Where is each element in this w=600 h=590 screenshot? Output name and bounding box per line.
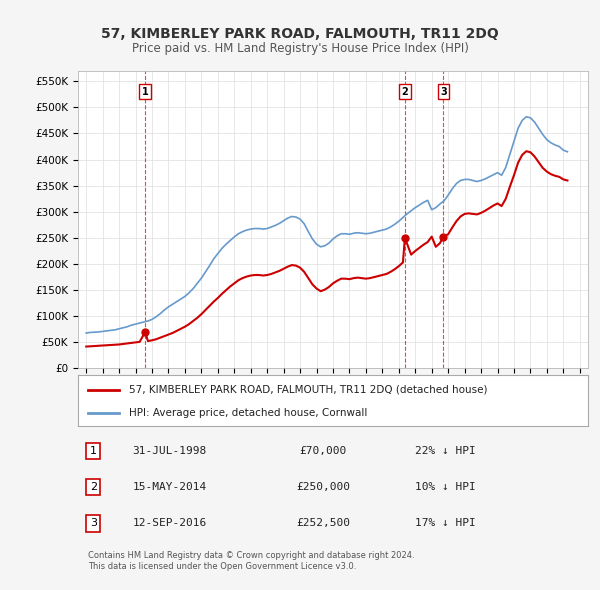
Text: 3: 3 — [90, 518, 97, 528]
Text: Price paid vs. HM Land Registry's House Price Index (HPI): Price paid vs. HM Land Registry's House … — [131, 42, 469, 55]
Text: 10% ↓ HPI: 10% ↓ HPI — [415, 482, 476, 492]
Text: 15-MAY-2014: 15-MAY-2014 — [133, 482, 207, 492]
Text: 17% ↓ HPI: 17% ↓ HPI — [415, 518, 476, 528]
Text: 31-JUL-1998: 31-JUL-1998 — [133, 446, 207, 456]
Text: 22% ↓ HPI: 22% ↓ HPI — [415, 446, 476, 456]
Text: £252,500: £252,500 — [296, 518, 350, 528]
Text: HPI: Average price, detached house, Cornwall: HPI: Average price, detached house, Corn… — [129, 408, 367, 418]
Text: £70,000: £70,000 — [299, 446, 346, 456]
Text: 57, KIMBERLEY PARK ROAD, FALMOUTH, TR11 2DQ: 57, KIMBERLEY PARK ROAD, FALMOUTH, TR11 … — [101, 27, 499, 41]
Text: Contains HM Land Registry data © Crown copyright and database right 2024.
This d: Contains HM Land Registry data © Crown c… — [88, 552, 415, 571]
Text: 2: 2 — [90, 482, 97, 492]
Text: 12-SEP-2016: 12-SEP-2016 — [133, 518, 207, 528]
Text: 1: 1 — [142, 87, 148, 97]
Text: £250,000: £250,000 — [296, 482, 350, 492]
Text: 3: 3 — [440, 87, 447, 97]
Text: 1: 1 — [90, 446, 97, 456]
Text: 57, KIMBERLEY PARK ROAD, FALMOUTH, TR11 2DQ (detached house): 57, KIMBERLEY PARK ROAD, FALMOUTH, TR11 … — [129, 385, 487, 395]
Text: 2: 2 — [401, 87, 408, 97]
